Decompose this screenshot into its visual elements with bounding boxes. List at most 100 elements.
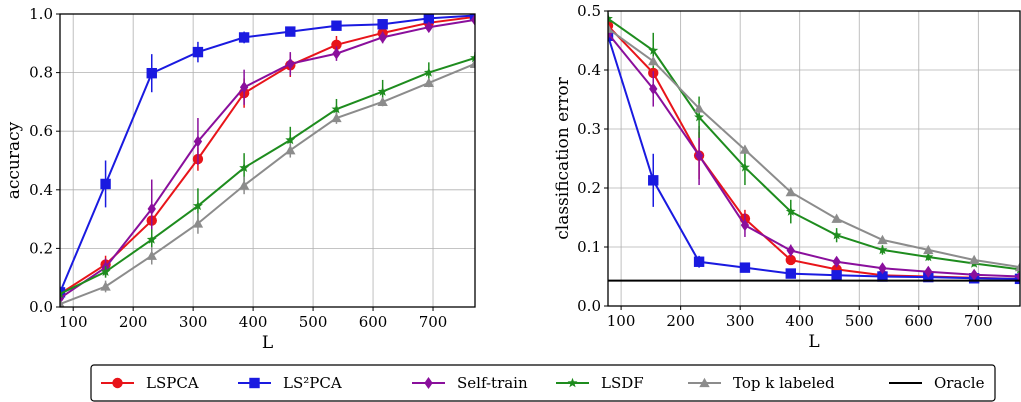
legend-label-lsdf: LSDF: [601, 374, 644, 392]
x-tick-label: 700: [964, 312, 993, 330]
data-point-top-k-labeled: [331, 112, 342, 123]
series-layer: [608, 12, 1020, 285]
data-point-lsdf: [694, 112, 704, 122]
data-point-lsdf: [377, 86, 388, 96]
data-point-top-k-labeled: [831, 213, 842, 223]
data-point-top-k-labeled: [60, 298, 65, 307]
series-line-lsdf: [608, 17, 1020, 271]
series-line-ls-pca: [60, 14, 475, 293]
x-tick-label: 100: [607, 312, 636, 330]
data-point-ls-pca: [285, 26, 296, 37]
data-point-lsdf: [608, 13, 613, 23]
y-tick-label: 0.1: [577, 238, 601, 256]
data-point-lsdf: [239, 162, 250, 172]
data-point-top-k-labeled: [877, 234, 888, 245]
data-point-lsdf: [285, 134, 296, 145]
data-point-ls-pca: [238, 32, 250, 43]
data-point-lsdf: [331, 104, 342, 114]
x-tick-label: 400: [239, 313, 268, 331]
data-point-lspca: [785, 254, 796, 266]
series-line-ls-pca: [608, 35, 1020, 280]
data-point-ls-pca: [1014, 273, 1020, 285]
data-point-ls-pca: [785, 268, 796, 279]
x-tick-label: 400: [785, 312, 814, 330]
data-point-top-k-labeled: [100, 281, 111, 291]
x-tick-label: 300: [726, 312, 755, 330]
data-point-self-train: [694, 149, 704, 162]
legend-label-ls-pca: LS²PCA: [283, 374, 342, 392]
data-point-self-train: [1015, 270, 1020, 283]
data-point-lsdf: [831, 230, 842, 240]
data-point-lsdf: [785, 206, 796, 216]
series-line-lspca: [60, 15, 475, 295]
data-point-ls-pca: [648, 175, 659, 186]
data-point-top-k-labeled: [648, 55, 659, 66]
data-point-ls-pca: [831, 270, 842, 281]
data-point-lsdf: [470, 52, 475, 63]
data-point-ls-pca: [877, 271, 888, 282]
legend-label-oracle: Oracle: [934, 374, 985, 392]
series-line-lsdf: [60, 57, 475, 295]
classification-error-panel: 100 200 300 400 500 600 700 0.0 0.1 0.2 0.3 0.4 0.5 L…: [553, 2, 1021, 352]
data-point-self-train: [332, 47, 341, 60]
y-tick-label: 1.0: [29, 5, 53, 23]
data-point-lsdf: [146, 234, 157, 244]
data-point-lsdf: [193, 200, 203, 211]
x-tick-label: 100: [59, 313, 88, 331]
data-point-top-k-labeled: [285, 145, 296, 155]
y-axis-label: classification error: [553, 76, 573, 239]
data-point-ls-pca: [423, 14, 435, 24]
legend-marker-lsdf: [567, 377, 578, 388]
data-point-ls-pca: [146, 67, 157, 79]
x-axis-label: L: [808, 332, 819, 352]
data-point-top-k-labeled: [785, 186, 796, 197]
data-point-self-train: [193, 135, 203, 148]
data-point-top-k-labeled: [923, 244, 934, 255]
series-line-top-k-labeled: [608, 27, 1020, 269]
plot-frame: [607, 10, 1021, 307]
x-tick-label: 500: [845, 312, 874, 330]
data-point-lsdf: [740, 162, 750, 172]
data-point-lspca: [331, 39, 342, 50]
y-tick-label: 0.4: [577, 61, 601, 79]
legend-label-lspca: LSPCA: [146, 374, 199, 392]
accuracy-panel: 100 200 300 400 500 600 700 0.0 0.2 0.4 0.6 0.8 1.0 L…: [4, 5, 476, 353]
data-point-top-k-labeled: [469, 58, 475, 68]
data-point-ls-pca: [693, 256, 705, 267]
data-point-lsdf: [877, 244, 888, 255]
series-line-top-k-labeled: [60, 62, 475, 306]
data-point-self-train: [740, 219, 750, 232]
data-point-top-k-labeled: [423, 77, 435, 88]
data-point-self-train: [878, 262, 887, 275]
data-point-lsdf: [923, 251, 934, 262]
data-point-top-k-labeled: [146, 250, 157, 260]
x-tick-label: 200: [119, 313, 148, 331]
series-line-self-train: [608, 32, 1020, 278]
data-point-top-k-labeled: [739, 144, 751, 154]
y-tick-label: 0.8: [29, 64, 53, 82]
series-line-lspca: [608, 25, 1020, 280]
data-point-self-train: [470, 14, 475, 26]
y-tick-label: 0.2: [577, 179, 601, 197]
y-tick-label: 0.6: [29, 122, 53, 140]
data-point-top-k-labeled: [968, 254, 980, 265]
data-point-top-k-labeled: [608, 23, 614, 33]
legend-label-top-k-labeled: Top k labeled: [733, 374, 835, 392]
y-axis-label: accuracy: [4, 121, 24, 199]
data-point-ls-pca: [331, 20, 342, 31]
x-axis-label: L: [262, 333, 273, 353]
x-tick-label: 600: [904, 312, 933, 330]
legend-marker-ls-pca: [249, 377, 260, 389]
data-point-lsdf: [60, 288, 65, 298]
data-point-ls-pca: [192, 46, 204, 58]
data-point-self-train: [286, 57, 295, 70]
data-point-self-train: [378, 31, 387, 44]
x-tick-label: 200: [666, 312, 695, 330]
data-point-self-train: [239, 81, 249, 94]
x-tick-label: 600: [359, 313, 388, 331]
data-point-self-train: [832, 255, 841, 268]
x-tick-label: 300: [179, 313, 208, 331]
y-tick-label: 0.2: [29, 239, 53, 257]
data-point-lsdf: [423, 67, 434, 77]
